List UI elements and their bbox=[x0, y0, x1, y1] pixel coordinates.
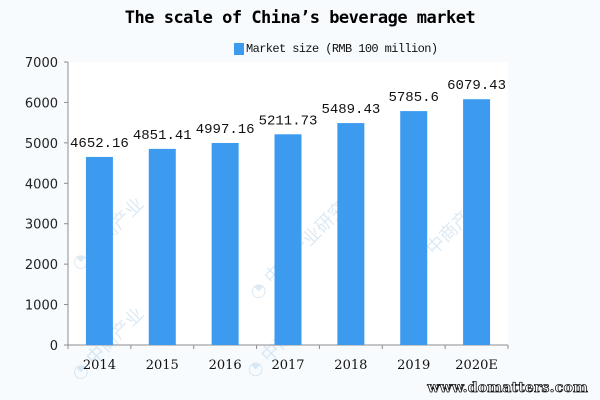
bar-value-label: 4652.16 bbox=[70, 136, 129, 152]
x-category-label: 2015 bbox=[146, 358, 179, 373]
bar-value-label: 4997.16 bbox=[196, 122, 255, 138]
bar bbox=[274, 134, 302, 345]
bar bbox=[211, 142, 239, 345]
bar-value-label: 5785.6 bbox=[389, 90, 439, 106]
watermark-url: www.domatters.com bbox=[427, 380, 588, 397]
legend: Market size (RMB 100 million) bbox=[234, 42, 438, 56]
bar-value-label: 5211.73 bbox=[259, 113, 318, 129]
y-tick-label: 5000 bbox=[25, 137, 58, 152]
y-tick-label: 6000 bbox=[25, 96, 58, 111]
legend-label: Market size (RMB 100 million) bbox=[246, 42, 438, 56]
x-category-label: 2017 bbox=[271, 358, 304, 373]
y-tick-label: 4000 bbox=[25, 177, 58, 192]
legend-swatch bbox=[234, 43, 244, 55]
x-category-label: 2014 bbox=[83, 358, 116, 373]
bar bbox=[148, 148, 176, 345]
y-tick-label: 0 bbox=[50, 339, 58, 354]
bar-value-label: 4851.41 bbox=[133, 128, 192, 144]
bar-value-label: 5489.43 bbox=[321, 102, 380, 118]
bar bbox=[463, 99, 491, 345]
y-tick-label: 1000 bbox=[25, 299, 58, 314]
y-tick-label: 2000 bbox=[25, 258, 58, 273]
x-category-label: 2018 bbox=[334, 358, 367, 373]
x-category-label: 2019 bbox=[397, 358, 430, 373]
y-tick-label: 7000 bbox=[25, 56, 58, 71]
y-tick-label: 3000 bbox=[25, 218, 58, 233]
bar bbox=[85, 156, 113, 345]
chart-title: The scale of China’s beverage market bbox=[124, 8, 476, 28]
x-category-label: 2020E bbox=[455, 358, 498, 373]
bar bbox=[400, 111, 428, 345]
bar-value-label: 6079.43 bbox=[447, 78, 506, 94]
bar bbox=[337, 123, 365, 345]
x-category-label: 2016 bbox=[209, 358, 242, 373]
